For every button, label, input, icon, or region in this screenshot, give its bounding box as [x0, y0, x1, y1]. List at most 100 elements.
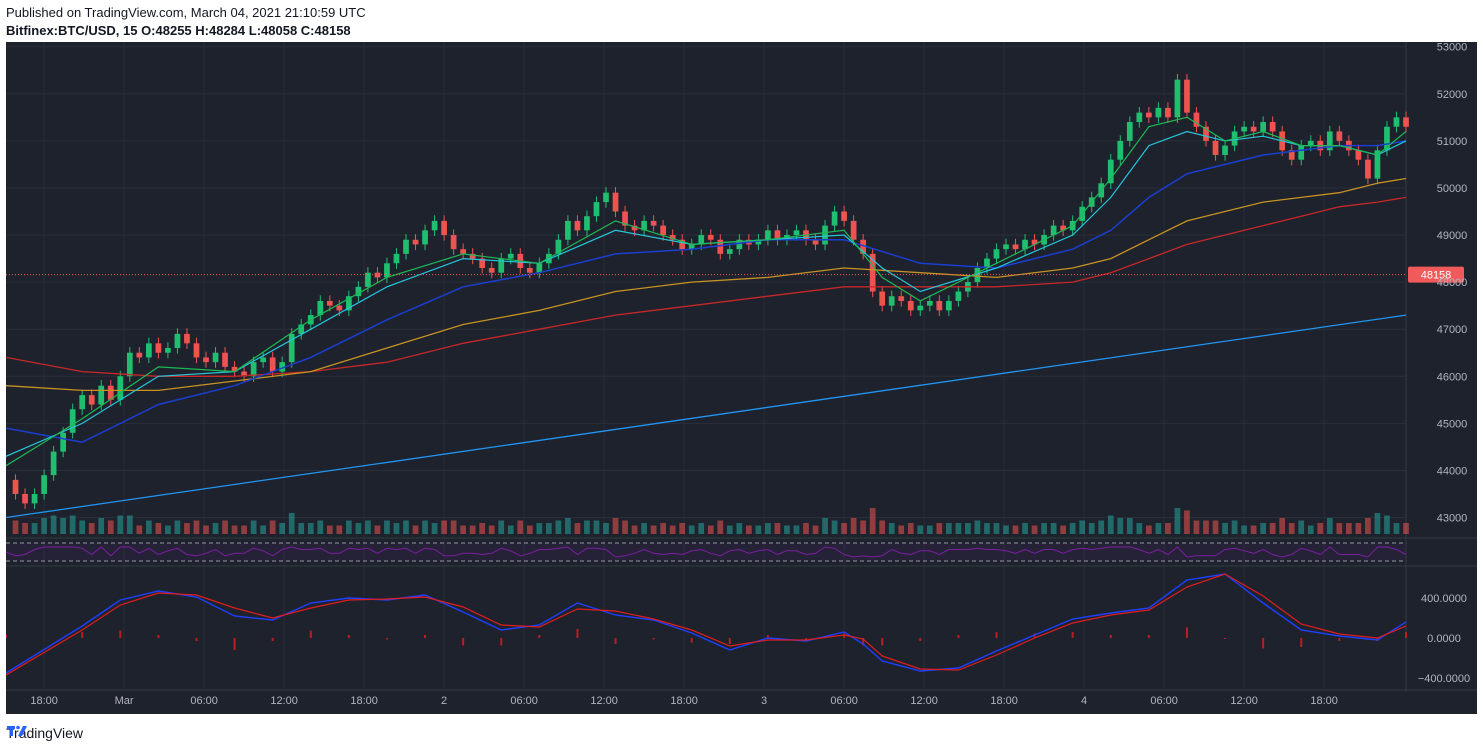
- macd-histogram-bar: [1300, 638, 1303, 647]
- candle-body: [126, 352, 133, 377]
- candle-body: [326, 300, 333, 306]
- volume-bar: [1365, 518, 1371, 534]
- volume-bar: [1279, 518, 1286, 534]
- volume-bar: [1088, 523, 1095, 534]
- candle-body: [1136, 112, 1143, 123]
- volume-bar: [1203, 520, 1209, 534]
- volume-bar: [450, 520, 457, 534]
- volume-bar: [212, 523, 219, 534]
- price-tick-label: 45000: [1437, 418, 1468, 430]
- volume-bar: [717, 520, 724, 534]
- volume-bar: [1126, 518, 1133, 534]
- time-tick-label: 12:00: [1230, 695, 1258, 707]
- candle-body: [1184, 79, 1190, 113]
- macd-histogram-bar: [1185, 627, 1188, 638]
- candle-body: [479, 258, 486, 268]
- candle-body: [136, 352, 143, 358]
- volume-bar: [946, 523, 952, 534]
- volume-bar: [860, 520, 866, 534]
- volume-bar: [974, 520, 981, 534]
- volume-bar: [755, 525, 762, 534]
- volume-bar: [269, 520, 276, 534]
- volume-bar: [1374, 513, 1381, 534]
- macd-histogram-bar: [195, 638, 198, 641]
- volume-bar: [336, 525, 343, 534]
- candle-body: [603, 192, 609, 203]
- time-tick-label: 06:00: [190, 695, 218, 707]
- volume-bar: [469, 525, 476, 534]
- chart-panel[interactable]: 48158 53000 52000 51000 50000 49000 48000 47000…: [6, 42, 1477, 714]
- candle-body: [269, 357, 276, 372]
- volume-bar: [698, 523, 705, 534]
- candle-body: [1050, 225, 1057, 236]
- macd-histogram-bar: [614, 638, 617, 644]
- volume-bar: [936, 523, 943, 534]
- volume-bar: [793, 525, 800, 534]
- published-line: Published on TradingView.com, March 04, …: [6, 5, 366, 20]
- volume-bar: [1184, 510, 1190, 534]
- time-tick-label: 06:00: [510, 695, 538, 707]
- volume-bar: [498, 520, 505, 534]
- time-tick-label: 06:00: [830, 695, 858, 707]
- volume-bar: [955, 523, 962, 534]
- volume-bar: [517, 520, 524, 534]
- volume-bar: [1212, 520, 1219, 534]
- macd-line: [6, 573, 1407, 674]
- volume-bar: [641, 523, 647, 534]
- volume-bar: [431, 523, 438, 534]
- macd-histogram-bar: [881, 638, 884, 646]
- volume-bar: [12, 520, 19, 534]
- candle-body: [1060, 225, 1066, 231]
- candle-body: [669, 235, 676, 240]
- price-tick-label: 51000: [1437, 136, 1468, 148]
- candle-body: [526, 267, 533, 273]
- candle-body: [212, 352, 219, 363]
- macd-histogram-bar: [862, 638, 865, 646]
- candle-body: [1107, 159, 1114, 184]
- candle-body: [1288, 150, 1295, 160]
- volume-bar: [260, 525, 266, 534]
- volume-bar: [1260, 523, 1266, 534]
- candle-body: [612, 192, 619, 212]
- macd-histogram-bar: [347, 635, 350, 638]
- volume-bar: [203, 525, 209, 534]
- candle-body: [12, 479, 19, 494]
- candle-body: [555, 239, 562, 254]
- volume-bar: [746, 525, 752, 534]
- candle-body: [1365, 159, 1371, 179]
- volume-bar: [907, 523, 914, 534]
- candle-body: [1269, 122, 1276, 132]
- volume-bar: [1165, 523, 1171, 534]
- volume-bar: [736, 523, 743, 534]
- candle-body: [736, 239, 743, 250]
- volume-bar: [1155, 523, 1162, 534]
- volume-bar: [879, 520, 886, 534]
- volume-bar: [365, 520, 371, 534]
- volume-bar: [403, 520, 409, 534]
- macd-histogram-bar: [309, 630, 312, 638]
- candle-body: [926, 300, 933, 306]
- volume-bar: [174, 520, 181, 534]
- volume-bar: [965, 523, 971, 534]
- macd-histogram-bar: [233, 638, 236, 650]
- candle-body: [860, 239, 866, 254]
- price-tick-label: 53000: [1437, 42, 1468, 54]
- volume-bar: [622, 520, 628, 534]
- candle-body: [1165, 107, 1171, 118]
- candle-body: [1212, 140, 1219, 155]
- candle-body: [1155, 107, 1162, 118]
- chart-svg[interactable]: 48158 53000 52000 51000 50000 49000 48000 47000…: [6, 42, 1477, 714]
- candle-body: [1174, 79, 1181, 118]
- ema-green-line: [6, 116, 1407, 467]
- volume-bar: [1060, 525, 1066, 534]
- candle-body: [1393, 117, 1400, 127]
- candle-body: [393, 253, 400, 264]
- candle-body: [50, 451, 57, 476]
- candle-body: [1012, 244, 1019, 250]
- candle-body: [1031, 239, 1038, 245]
- ema-orange-line: [6, 177, 1407, 392]
- candle-body: [698, 235, 705, 245]
- candle-body: [917, 305, 924, 311]
- macd-histogram-bar: [957, 635, 960, 638]
- macd-tick-label: −400.0000: [1418, 673, 1470, 685]
